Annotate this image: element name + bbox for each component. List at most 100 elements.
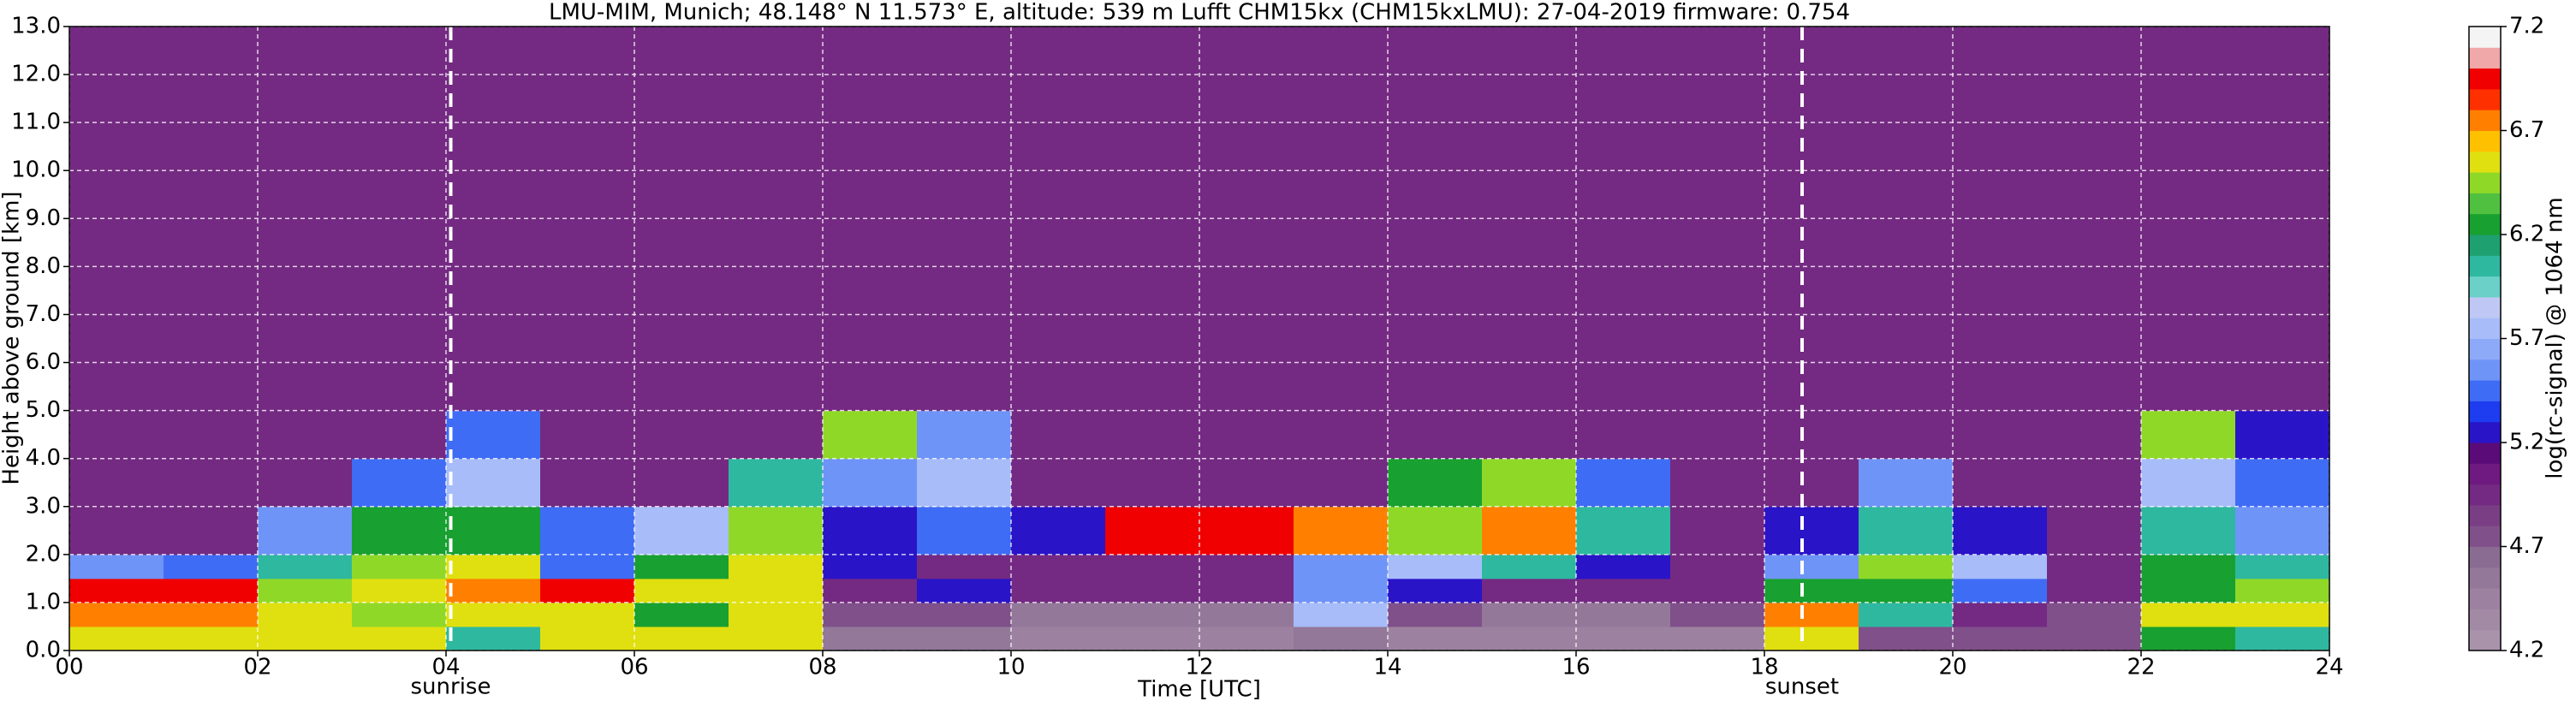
colorbar-segment	[2469, 151, 2501, 173]
x-tick-label: 04	[431, 655, 460, 680]
annotation-label: sunrise	[411, 674, 491, 700]
heatmap-cell	[1859, 506, 1954, 556]
heatmap-cell	[258, 602, 353, 627]
heatmap-cell	[1482, 554, 1577, 579]
heatmap-cell	[164, 458, 259, 508]
heatmap-cell	[1199, 410, 1294, 460]
heatmap-cell	[634, 410, 729, 460]
x-tick-label: 24	[2315, 655, 2343, 680]
heatmap-cell	[2141, 626, 2236, 651]
heatmap-cell	[2047, 458, 2142, 508]
colorbar-tick-label: 6.7	[2509, 117, 2544, 143]
plot-frame	[68, 26, 2330, 651]
heatmap-cell	[1764, 602, 1859, 627]
heatmap-cell	[1576, 554, 1671, 579]
heatmap-cell	[352, 554, 447, 579]
heatmap-cell	[2047, 554, 2142, 579]
y-tick-label: 13.0	[11, 14, 61, 39]
heatmap-cell	[823, 578, 918, 603]
heatmap-cell	[540, 554, 635, 579]
heatmap-cell	[352, 410, 447, 460]
heatmap-cell	[2141, 506, 2236, 556]
heatmap-cell	[69, 578, 164, 603]
heatmap-cell	[823, 506, 918, 556]
colorbar-segment	[2469, 567, 2501, 589]
heatmap-cell	[1576, 506, 1671, 556]
heatmap-cell	[1482, 626, 1577, 651]
heatmap-cell	[446, 602, 541, 627]
heatmap-cell	[1576, 602, 1671, 627]
heatmap-cell	[634, 458, 729, 508]
y-axis-label: Height above ground [km]	[0, 191, 25, 484]
y-tick-label: 9.0	[26, 205, 61, 231]
heatmap-cell	[164, 554, 259, 579]
heatmap-cell	[1105, 554, 1200, 579]
heatmap-cell	[1576, 578, 1671, 603]
heatmap-cell	[164, 626, 259, 651]
heatmap-cell	[446, 410, 541, 460]
heatmap-cell	[823, 626, 918, 651]
colorbar-segment	[2469, 526, 2501, 547]
heatmap-cell	[2141, 602, 2236, 627]
colorbar-segment	[2469, 338, 2501, 360]
heatmap-cell	[1294, 578, 1389, 603]
heatmap-cell	[258, 626, 353, 651]
colorbar-tick-label: 5.7	[2509, 325, 2544, 351]
colorbar-segment	[2469, 88, 2501, 110]
heatmap-cell	[540, 602, 635, 627]
heatmap-cell	[69, 410, 164, 460]
heatmap-cell	[1859, 602, 1954, 627]
heatmap-cell	[729, 626, 824, 651]
heatmap-cell	[1953, 626, 2048, 651]
heatmap-cell	[2047, 410, 2142, 460]
heatmap-cell	[69, 506, 164, 556]
heatmap-cell	[1388, 602, 1483, 627]
heatmap-cell	[729, 602, 824, 627]
heatmap-cell	[729, 410, 824, 460]
colorbar-segment	[2469, 463, 2501, 485]
heatmap-cell	[69, 554, 164, 579]
heatmap-cell	[1199, 554, 1294, 579]
heatmap-cell	[352, 578, 447, 603]
heatmap-cell	[69, 458, 164, 508]
heatmap-cell	[69, 602, 164, 627]
heatmap-cell	[1294, 602, 1389, 627]
heatmap-cell	[446, 554, 541, 579]
heatmap-cell	[446, 578, 541, 603]
heatmap-cell	[1670, 602, 1765, 627]
colorbar-tick-label: 7.2	[2509, 14, 2544, 39]
heatmap-cell	[352, 626, 447, 651]
heatmap-cell	[634, 578, 729, 603]
heatmap-cell	[917, 602, 1012, 627]
heatmap-cell	[1388, 578, 1483, 603]
heatmap-cell	[2235, 554, 2330, 579]
colorbar-segment	[2469, 421, 2501, 443]
colorbar-segment	[2469, 235, 2501, 256]
colorbar-segment	[2469, 255, 2501, 277]
heatmap-cell	[729, 506, 824, 556]
heatmap-cell	[446, 626, 541, 651]
heatmap-cell	[1953, 602, 2048, 627]
heatmap-cell	[2047, 578, 2142, 603]
colorbar-segment	[2469, 318, 2501, 339]
colorbar-segment	[2469, 172, 2501, 193]
heatmap-cell	[634, 506, 729, 556]
colorbar-label: log(rc-signal) @ 1064 nm	[2543, 197, 2568, 478]
heatmap-cell	[2141, 554, 2236, 579]
x-tick-label: 00	[55, 655, 83, 680]
heatmap-cell	[1105, 458, 1200, 508]
heatmap-cell	[352, 602, 447, 627]
heatmap-cell	[540, 578, 635, 603]
heatmap-cell	[1764, 506, 1859, 556]
heatmap-cell	[917, 410, 1012, 460]
colorbar-segment	[2469, 380, 2501, 401]
colorbar-segment	[2469, 484, 2501, 506]
heatmap-cell	[1859, 554, 1954, 579]
heatmap-cell	[1294, 554, 1389, 579]
heatmap-cell	[1011, 626, 1106, 651]
colorbar-segment	[2469, 504, 2501, 526]
heatmap-cell	[2141, 458, 2236, 508]
colorbar-segment	[2469, 110, 2501, 131]
colorbar-tick-label: 5.2	[2509, 430, 2544, 455]
colorbar-tick-label: 4.2	[2509, 638, 2544, 663]
